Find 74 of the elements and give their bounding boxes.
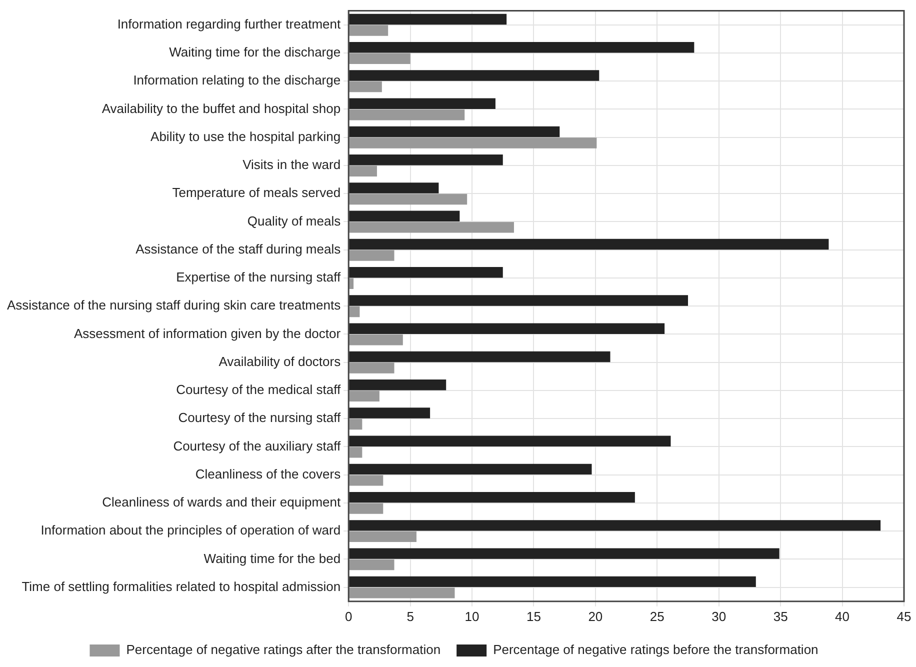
- bar: [349, 334, 403, 346]
- x-tick-label: 40: [835, 608, 850, 624]
- bar: [349, 70, 600, 81]
- bar: [349, 362, 394, 374]
- bar: [349, 194, 468, 205]
- y-tick-label: Expertise of the nursing staff: [176, 270, 341, 285]
- y-tick-label: Waiting time for the discharge: [169, 44, 341, 60]
- y-tick-label: Visits in the ward: [242, 157, 341, 172]
- x-tick-label: 25: [650, 608, 664, 624]
- legend-label: Percentage of negative ratings before the transformation: [493, 642, 818, 658]
- y-tick-label: Time of settling formalities related to hospital admission: [22, 578, 341, 594]
- y-tick-label: Assistance of the nursing staff during skin care treatments: [6, 298, 342, 313]
- y-tick-label: Information about the principles of operation of ward: [40, 522, 341, 538]
- bar: [349, 267, 503, 278]
- bar: [349, 408, 430, 418]
- bar: [349, 295, 688, 306]
- x-tick-label: 15: [526, 608, 541, 624]
- bar: [349, 166, 377, 176]
- y-tick-label: Cleanliness of the covers: [195, 466, 342, 482]
- bar: [349, 447, 362, 458]
- y-tick-label: Courtesy of the auxiliary staff: [173, 438, 341, 454]
- bar: [349, 42, 694, 53]
- bar: [349, 81, 382, 92]
- x-tick-label: 10: [464, 608, 480, 624]
- y-tick-label: Courtesy of the nursing staff: [178, 410, 341, 426]
- y-tick-label: Availability of doctors: [218, 354, 342, 369]
- x-tick-label: 30: [712, 608, 726, 624]
- y-tick-label: Ability to use the hospital parking: [150, 128, 341, 144]
- y-tick-label: Information regarding further treatment: [117, 16, 341, 32]
- bar: [349, 418, 362, 430]
- bar: [349, 351, 610, 362]
- x-tick-label: 5: [406, 608, 414, 624]
- bar: [349, 380, 446, 390]
- bar: [349, 475, 384, 486]
- bar: [349, 182, 439, 194]
- x-tick-label: 45: [896, 608, 912, 624]
- x-tick-label: 20: [588, 608, 603, 624]
- x-tick-label: 0: [344, 608, 352, 624]
- y-tick-label: Courtesy of the medical staff: [176, 382, 341, 398]
- y-tick-label: Cleanliness of wards and their equipment: [102, 494, 341, 510]
- bar: [349, 548, 780, 559]
- bar: [349, 492, 635, 503]
- y-tick-label: Availability to the buffet and hospital shop: [102, 100, 341, 116]
- legend-label: Percentage of negative ratings after the transformation: [126, 642, 441, 658]
- bar: [349, 238, 829, 250]
- y-tick-label: Temperature of meals served: [172, 185, 341, 200]
- y-tick-label: Waiting time for the bed: [204, 550, 341, 566]
- bar: [349, 14, 507, 25]
- y-tick-label: Assessment of information given by the doctor: [74, 326, 342, 341]
- bar: [349, 531, 416, 542]
- bar: [349, 53, 410, 64]
- bar: [349, 520, 881, 531]
- bar: [349, 98, 496, 109]
- bar: [349, 306, 360, 318]
- bar: [349, 110, 465, 120]
- bar: [349, 503, 384, 514]
- bar: [349, 576, 756, 588]
- bar: [349, 464, 592, 475]
- y-tick-label: Assistance of the staff during meals: [136, 241, 342, 256]
- bar: [349, 559, 394, 570]
- bar: [349, 323, 665, 334]
- bar: [349, 222, 514, 233]
- bar: [349, 154, 503, 166]
- bar: [349, 390, 380, 402]
- bar: [349, 210, 460, 222]
- bar: [349, 250, 394, 261]
- bar: [349, 25, 388, 36]
- bar: [349, 588, 455, 598]
- bar: [349, 138, 597, 148]
- bar: [349, 126, 560, 138]
- y-tick-label: Information relating to the discharge: [133, 72, 341, 88]
- x-tick-label: 35: [773, 608, 788, 624]
- bar: [349, 436, 671, 446]
- y-tick-label: Quality of meals: [247, 213, 342, 228]
